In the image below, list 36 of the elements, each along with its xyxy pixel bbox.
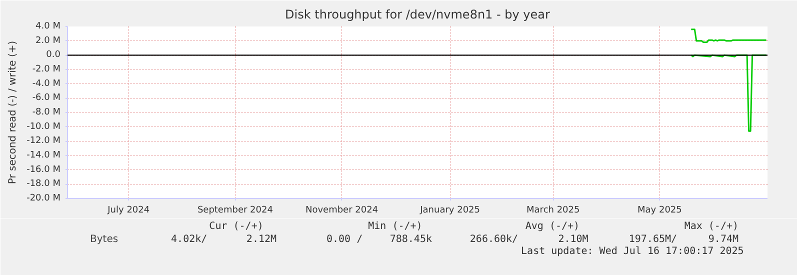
text: 197.65M/	[628, 234, 678, 245]
y-tick-label: -18.0 M	[26, 179, 61, 190]
text: 4.02k/	[171, 234, 208, 245]
y-axis-title: Pr second read (-) / write (+)	[8, 40, 19, 184]
text: Avg (-/+)	[525, 221, 580, 232]
chart-title: Disk throughput for /dev/nvme8n1 - by year	[285, 8, 550, 22]
y-tick-label: -6.0 M	[32, 93, 60, 104]
y-tick-label: -16.0 M	[26, 164, 61, 175]
y-tick-label: 2.0 M	[36, 36, 61, 46]
y-tick-label: -10.0 M	[26, 122, 61, 132]
x-tick-label: November 2024	[305, 206, 378, 216]
text: 9.74M	[708, 234, 739, 245]
x-tick-label: March 2025	[526, 206, 580, 216]
y-tick-label: -12.0 M	[26, 136, 61, 146]
y-tick-label: 0.0	[46, 50, 61, 60]
x-tick-label: May 2025	[638, 206, 682, 216]
x-tick-label: January 2025	[419, 206, 480, 216]
y-tick-label: -4.0 M	[32, 78, 60, 89]
text: Max (-/+)	[684, 221, 739, 232]
y-tick-label: 4.0 M	[36, 22, 61, 32]
y-tick-label: -8.0 M	[32, 108, 60, 118]
text: Cur (-/+)	[209, 221, 264, 232]
text: Last update: Wed Jul 16 17:00:17 2025	[521, 246, 744, 257]
y-tick-label: -2.0 M	[32, 64, 60, 74]
x-tick-label: July 2024	[106, 206, 150, 216]
y-tick-label: -20.0 M	[26, 194, 61, 204]
x-tick-label: September 2024	[197, 206, 274, 216]
y-tick-label: -14.0 M	[26, 150, 61, 160]
text: 266.60k/	[470, 234, 518, 245]
text: 2.12M	[246, 234, 277, 245]
text: 0.00 /	[326, 234, 363, 245]
text: 788.45k	[390, 234, 432, 245]
line-series	[690, 28, 768, 44]
text: 2.10M	[558, 234, 588, 245]
text: Bytes	[90, 234, 118, 245]
text: Min (-/+)	[368, 221, 422, 232]
